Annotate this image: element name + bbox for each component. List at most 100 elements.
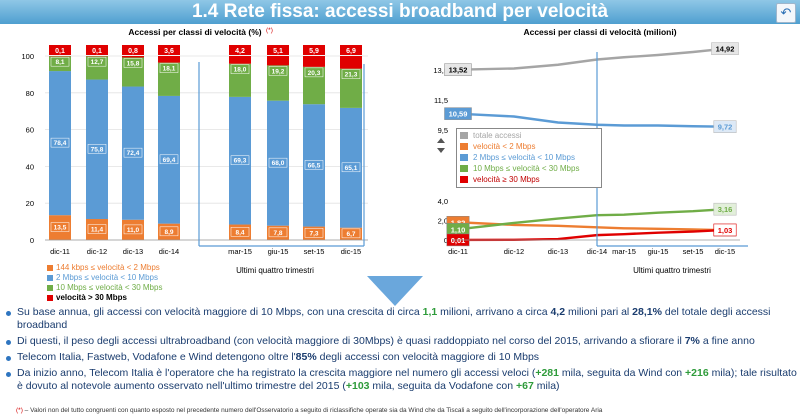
bar-label-box [341, 69, 361, 79]
bar-segment [340, 56, 362, 69]
x-tick-label: dic-14 [587, 247, 607, 256]
x-tick-label: dic-12 [87, 247, 107, 256]
bar-label-box [304, 160, 324, 170]
line-chart-millions: Accessi per classi di velocità (milioni)… [433, 27, 748, 275]
bar-segment [267, 56, 289, 66]
bar-label-box [268, 66, 288, 76]
bar-value-label: 69,3 [234, 158, 247, 165]
series-line [457, 112, 726, 128]
start-value-label: 0,01 [451, 236, 466, 245]
bar-value-label: 66,5 [308, 162, 321, 169]
legend-label: 144 kbps ≤ velocità < 2 Mbps [56, 263, 160, 272]
bar-value-label: 75,8 [91, 146, 104, 153]
bar-value-label: 4,2 [235, 48, 245, 55]
bullet-1: Su base annua, gli accessi con velocità … [6, 306, 798, 332]
legend-label: velocità < 2 Mbps [473, 142, 536, 151]
bar-value-label: 18,1 [163, 66, 176, 73]
bar-label-box [268, 157, 288, 168]
y-tick-label: 20 [26, 199, 34, 208]
header-bar: 1.4 Rete fissa: accessi broadband per ve… [0, 0, 800, 24]
bar-value-label: 0,1 [92, 48, 102, 55]
start-value-label: 13,52 [449, 66, 468, 75]
back-arrow-icon[interactable]: ↶ [776, 3, 796, 23]
bar-segment [122, 56, 144, 58]
bar-value-label: 8,9 [164, 229, 173, 236]
bar-value-label: 78,4 [54, 140, 67, 147]
bar-value-label: 6,7 [346, 231, 355, 238]
bar-label-box [304, 228, 324, 238]
bar-value-label: 5,9 [309, 48, 319, 55]
bar-label-box [159, 63, 179, 73]
series-line [457, 221, 726, 232]
y-tick-label: 13,5 [433, 66, 448, 75]
bar-label-box [50, 56, 70, 67]
bar-value-label: 7,8 [273, 230, 282, 237]
legend-entry: velocità > 30 Mbps [47, 293, 162, 303]
bar-segment [158, 56, 180, 63]
start-label-box [444, 107, 472, 120]
bullet-list: Su base annua, gli accessi con velocità … [6, 306, 798, 396]
legend-label: 10 Mbps ≤ velocità < 30 Mbps [56, 283, 163, 292]
legend-entry: 144 kbps ≤ velocità < 2 Mbps [47, 263, 162, 273]
legend-entry: 10 Mbps ≤ velocità < 30 Mbps [460, 163, 598, 174]
legend-label: 10 Mbps ≤ velocità < 30 Mbps [473, 164, 580, 173]
bar-label-box [304, 67, 324, 78]
bar-value-label: 13,5 [54, 225, 67, 232]
bar-label-box [230, 155, 250, 165]
y-tick-label: 40 [26, 162, 34, 171]
bar-value-label: 19,2 [272, 68, 285, 75]
start-value-label: 10,59 [449, 110, 468, 119]
y-tick-label: 0 [444, 236, 448, 245]
footnote: (*) – Valori non del tutto congruenti co… [16, 407, 603, 414]
bar-value-label: 11,4 [91, 227, 104, 234]
y-tick-label: 2,0 [438, 217, 448, 226]
legend-label: totale accessi [473, 131, 522, 140]
end-label-box [713, 223, 737, 237]
x-tick-label: dic-13 [548, 247, 568, 256]
bar-label-box [50, 222, 70, 232]
legend-label: velocità > 30 Mbps [56, 293, 127, 302]
end-value-label: 1,03 [718, 226, 733, 235]
bar-label-box [341, 162, 361, 173]
y-tick-label: 60 [26, 126, 34, 135]
x-tick-label: dic-13 [123, 247, 143, 256]
x-tick-label: mar-15 [612, 247, 636, 256]
start-value-label: 1,82 [451, 218, 466, 227]
x-tick-label: dic-12 [504, 247, 524, 256]
bar-top-label-box [340, 45, 362, 55]
y-tick-label: 80 [26, 89, 34, 98]
bar-top-label-box [122, 45, 144, 55]
bar-value-label: 18,0 [234, 67, 247, 74]
bar-label-box [230, 64, 250, 74]
x-tick-label: dic-11 [50, 247, 70, 256]
legend-entry: 2 Mbps ≤ velocità < 10 Mbps [47, 273, 162, 283]
bar-label-box [341, 228, 361, 239]
bar-value-label: 20,3 [308, 70, 321, 77]
series-line [457, 207, 726, 231]
bar-label-box [87, 56, 107, 67]
legend-entry: totale accessi [460, 130, 598, 141]
bar-segment [303, 56, 325, 67]
bar-value-label: 8,4 [235, 229, 244, 236]
bar-value-label: 69,4 [163, 157, 176, 164]
bar-segment [229, 56, 251, 64]
x-tick-label: dic-11 [448, 247, 468, 256]
bar-label-box [87, 224, 107, 234]
bar-value-label: 72,4 [127, 150, 140, 157]
bar-top-label-box [158, 45, 180, 55]
bar-label-box [159, 154, 179, 165]
bullet-2: Di questi, il peso degli accessi ultrabr… [6, 335, 798, 348]
bullet-3: Telecom Italia, Fastweb, Vodafone e Wind… [6, 351, 798, 364]
bar-value-label: 3,6 [164, 48, 174, 55]
legend-label: 2 Mbps ≤ velocità < 10 Mbps [56, 273, 158, 282]
legend-entry: velocità ≥ 30 Mbps [460, 174, 598, 185]
bar-value-label: 0,1 [55, 48, 65, 55]
legend-swatch [460, 143, 468, 151]
legend-swatch [47, 264, 53, 271]
bar-value-label: 12,7 [91, 59, 104, 66]
bar-label-box [50, 137, 70, 148]
bar-value-label: 15,8 [127, 60, 140, 67]
x-tick-label: set-15 [683, 247, 704, 256]
end-label-box [713, 120, 737, 133]
end-value-label: 9,72 [718, 123, 733, 132]
